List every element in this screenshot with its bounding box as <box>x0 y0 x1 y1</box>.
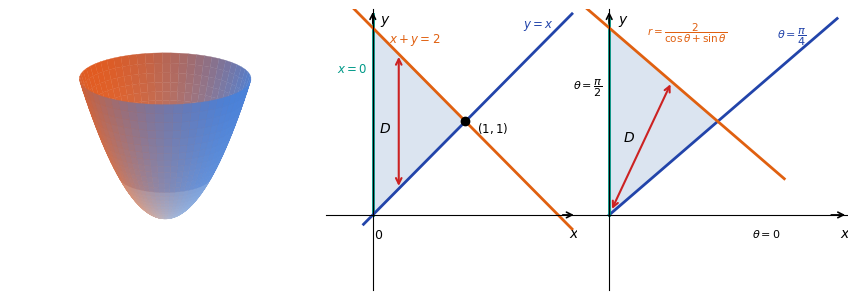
Polygon shape <box>609 28 717 215</box>
Text: $\theta = 0$: $\theta = 0$ <box>752 228 781 240</box>
Text: $x$: $x$ <box>840 227 848 241</box>
Text: $y$: $y$ <box>618 14 628 29</box>
Text: $r = \dfrac{2}{\cos\theta + \sin\theta}$: $r = \dfrac{2}{\cos\theta + \sin\theta}$ <box>647 21 728 45</box>
Polygon shape <box>373 28 466 215</box>
Text: $D$: $D$ <box>622 131 635 145</box>
Text: $y$: $y$ <box>380 14 391 29</box>
Text: $x$: $x$ <box>570 227 580 241</box>
Text: $\theta = \dfrac{\pi}{2}$: $\theta = \dfrac{\pi}{2}$ <box>573 78 603 99</box>
Text: $\theta = \dfrac{\pi}{4}$: $\theta = \dfrac{\pi}{4}$ <box>778 27 806 48</box>
Text: $(1, 1)$: $(1, 1)$ <box>477 121 508 136</box>
Text: $D$: $D$ <box>379 122 391 136</box>
Text: $x = 0$: $x = 0$ <box>337 63 367 77</box>
Text: $x + y = 2$: $x + y = 2$ <box>388 32 440 48</box>
Text: $y = x$: $y = x$ <box>522 19 554 33</box>
Text: $0$: $0$ <box>374 229 383 242</box>
